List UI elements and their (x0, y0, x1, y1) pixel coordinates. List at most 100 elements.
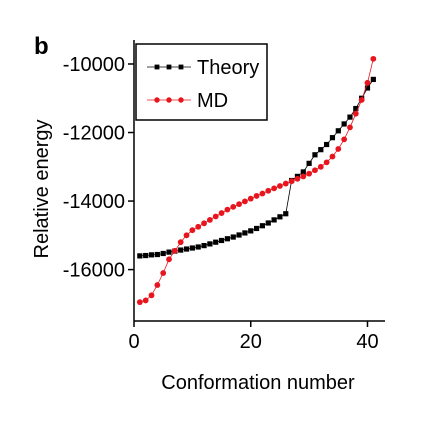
data-point-md (259, 190, 266, 197)
data-point-md (282, 180, 289, 187)
x-tick-label: 40 (356, 331, 378, 353)
data-point-md (358, 97, 365, 103)
data-point-md (183, 232, 190, 239)
data-point-md (253, 193, 260, 199)
data-point-md (171, 247, 178, 254)
data-point-md (212, 213, 219, 220)
data-point-md (142, 297, 149, 304)
data-point-md (136, 299, 143, 306)
data-point-theory (230, 234, 236, 240)
data-point-md (341, 136, 348, 143)
data-point-md (271, 185, 277, 192)
data-point-theory (236, 232, 242, 238)
legend-marker-md (154, 97, 160, 103)
data-point-md (329, 153, 336, 160)
data-point-md (312, 167, 318, 174)
data-point-md (236, 201, 242, 208)
data-point-theory (253, 225, 260, 232)
legend-label-md: MD (197, 90, 228, 112)
marks (136, 55, 377, 306)
data-point-md (288, 178, 295, 185)
data-point-theory (201, 243, 207, 249)
data-point-theory (218, 237, 225, 244)
data-point-md (154, 282, 161, 288)
data-point-md (370, 55, 377, 62)
data-point-theory (329, 135, 336, 141)
data-point-md (160, 270, 167, 276)
data-point-md (364, 79, 371, 86)
data-point-md (206, 217, 213, 223)
axes: -16000 -14000 -12000 -10000 0 20 40 (63, 40, 385, 353)
data-point-theory (277, 214, 283, 220)
data-point-md (195, 223, 202, 230)
y-tick-label: -16000 (63, 260, 125, 282)
data-point-md (306, 170, 313, 177)
data-point-md (189, 227, 196, 234)
data-point-md (323, 159, 330, 166)
data-point-theory (148, 252, 155, 258)
data-point-theory (242, 230, 248, 236)
data-point-theory (137, 253, 143, 259)
data-point-theory (248, 228, 254, 234)
data-point-md (300, 173, 307, 180)
data-point-md (352, 110, 359, 117)
data-point-md (224, 206, 231, 213)
y-tick-label: -12000 (63, 123, 125, 145)
data-point-md (242, 198, 248, 205)
legend-marker-md (166, 97, 172, 103)
data-point-md (177, 239, 184, 246)
data-point-theory (160, 250, 166, 257)
data-point-theory (265, 220, 271, 226)
legend-marker-theory (178, 64, 184, 70)
legend-marker-theory (154, 64, 160, 70)
data-point-md (294, 175, 301, 182)
data-point-md (247, 195, 254, 202)
data-point-theory (178, 247, 184, 253)
data-point-theory (183, 246, 190, 252)
data-point-theory (324, 141, 330, 148)
data-point-theory (347, 114, 353, 120)
x-tick-label: 0 (128, 331, 139, 353)
x-axis-title: Conformation number (161, 372, 355, 394)
y-tick-label: -14000 (63, 191, 125, 213)
data-point-theory (306, 160, 312, 166)
data-point-md (166, 256, 172, 263)
data-point-theory (312, 152, 318, 158)
data-point-theory (166, 249, 172, 255)
data-point-theory (143, 252, 149, 259)
data-point-theory (213, 239, 219, 245)
data-point-md (230, 203, 237, 210)
data-point-theory (224, 236, 230, 242)
data-point-theory (335, 128, 341, 134)
data-point-theory (300, 169, 306, 175)
data-point-theory (259, 223, 266, 229)
data-point-md (277, 183, 283, 189)
x-tick-label: 20 (240, 331, 262, 353)
y-tick-label: -10000 (63, 54, 125, 76)
data-point-md (148, 292, 155, 299)
data-point-theory (189, 245, 195, 251)
data-point-theory (364, 85, 371, 91)
y-axis-title: Relative energy (31, 120, 53, 259)
legend-marker-md (178, 97, 184, 103)
legend-marker-theory (166, 64, 172, 70)
legend-box (135, 43, 268, 121)
data-point-theory (370, 76, 376, 83)
data-point-md (201, 220, 207, 227)
data-point-theory (271, 217, 277, 223)
data-point-md (335, 146, 342, 152)
data-point-theory (283, 211, 289, 217)
data-point-theory (195, 244, 201, 250)
data-point-theory (154, 251, 160, 258)
data-point-theory (318, 147, 324, 153)
legend-label-theory: Theory (197, 57, 259, 79)
data-point-theory (353, 105, 359, 112)
legend: Theory MD (135, 43, 268, 121)
data-point-theory (207, 241, 213, 247)
panel-label: b (34, 33, 49, 60)
data-point-md (265, 187, 272, 194)
data-point-md (218, 210, 225, 216)
data-point-theory (341, 121, 347, 127)
data-point-md (317, 163, 324, 170)
